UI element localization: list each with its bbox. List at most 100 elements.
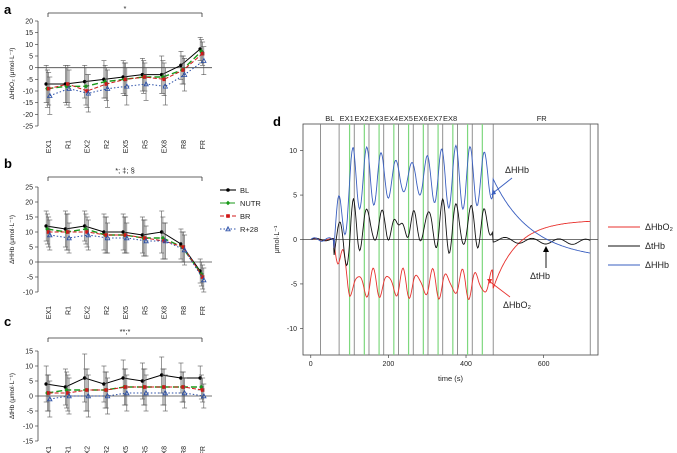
panel-b-point xyxy=(181,246,188,253)
panel-c-point xyxy=(82,376,87,380)
panel-b-point xyxy=(200,276,207,283)
panel-a-significance: * xyxy=(124,4,127,13)
panel-c-point xyxy=(104,392,111,399)
panel-a-ytick-label: -10 xyxy=(23,89,33,96)
panel-c-point xyxy=(44,382,48,386)
panel-d-trace-hhb xyxy=(310,144,591,254)
panel-b-ytick-label: 5 xyxy=(29,245,33,252)
panel-a-category-label: FR xyxy=(200,140,207,149)
panel-a-point xyxy=(143,75,147,79)
panel-c-letter: c xyxy=(4,314,11,329)
panel-b-point xyxy=(85,231,92,238)
panel-d-arrow-hhb xyxy=(492,177,513,194)
panel-b-category-label: R2 xyxy=(104,306,111,315)
legend-d-label: ΔHHb xyxy=(645,260,669,270)
panel-a-point xyxy=(181,68,186,72)
panel-b-point xyxy=(66,234,72,241)
panel-b-ytick-label: -5 xyxy=(27,275,33,282)
panel-a-ytick-label: 5 xyxy=(29,54,33,61)
panel-d-phase-label: EX7 xyxy=(428,114,442,123)
panel-a-point xyxy=(123,77,128,82)
panel-d-arrowhead-hbo2 xyxy=(487,279,492,284)
legend-b-marker xyxy=(226,188,230,192)
panel-c-point xyxy=(85,388,89,392)
panel-a-ytick-label: 15 xyxy=(25,30,33,37)
panel-c-point xyxy=(46,391,51,395)
panel-a-ylabel: ΔHbO₂ (μmol·L⁻¹) xyxy=(9,48,16,100)
panel-b-category-label: R1 xyxy=(65,306,72,315)
panel-c-point xyxy=(143,389,149,396)
panel-d-trace-thb xyxy=(310,197,591,267)
panel-a-point xyxy=(85,90,92,96)
panel-c-ytick-label: -15 xyxy=(23,439,33,446)
panel-d-trace-hbo2 xyxy=(310,220,591,300)
legend-b-marker xyxy=(226,214,230,218)
panel-d-arrow-hbo2 xyxy=(488,280,511,298)
panel-a-point xyxy=(66,85,72,91)
panel-d-xtick-label: 600 xyxy=(538,361,550,368)
panel-d-phase-label: EX8 xyxy=(443,114,457,123)
panel-d-letter: d xyxy=(273,114,281,129)
panel-b-ytick-label: -10 xyxy=(23,290,33,297)
panel-d-phase-label: EX3 xyxy=(369,114,383,123)
panel-d-ytick-label: 10 xyxy=(289,148,297,155)
panel-a-point xyxy=(44,82,48,86)
panel-b-ytick-label: 0 xyxy=(29,260,33,267)
panel-a-category-label: R8 xyxy=(181,140,188,149)
panel-b-point xyxy=(85,230,89,234)
legend-b-marker xyxy=(225,200,231,206)
panel-a-point xyxy=(162,77,166,82)
panel-a-category-label: R2 xyxy=(104,140,111,149)
panel-c-category-label: R2 xyxy=(104,446,111,453)
panel-a-ytick-label: 10 xyxy=(25,42,33,49)
panel-a-ytick-label: -20 xyxy=(23,112,33,119)
panel-d-arrowhead-thb xyxy=(543,246,549,252)
panel-b-point xyxy=(44,224,48,228)
panel-b-ytick-label: 10 xyxy=(25,230,33,237)
panel-c-ytick-label: 15 xyxy=(25,349,33,356)
panel-d-annotation-hhb: ΔHHb xyxy=(505,165,529,175)
panel-b-ytick-label: 25 xyxy=(25,185,33,192)
panel-a-point xyxy=(162,83,169,89)
panel-c-category-label: R1 xyxy=(65,446,72,453)
panel-c-ytick-label: 5 xyxy=(29,379,33,386)
panel-b-point xyxy=(123,233,128,237)
panel-b-point xyxy=(181,245,186,249)
panel-b-letter: b xyxy=(4,156,12,171)
panel-c-category-label: R5 xyxy=(142,446,149,453)
panel-c-point xyxy=(85,392,92,399)
panel-b-point xyxy=(123,234,130,241)
legend-b-label: BR xyxy=(240,212,251,221)
panel-a-point xyxy=(200,51,205,56)
panel-b-category-label: EX5 xyxy=(123,306,130,319)
panel-b-point xyxy=(143,236,147,240)
legend-b-label: R+28 xyxy=(240,225,258,234)
panel-c-significance: **;* xyxy=(120,327,131,336)
panel-b-series-br xyxy=(48,231,204,278)
panel-b-category-label: FR xyxy=(200,306,207,315)
panel-b-category-label: R5 xyxy=(142,306,149,315)
panel-c-ytick-label: -10 xyxy=(23,424,33,431)
panel-a-category-label: EX5 xyxy=(123,140,130,153)
panel-c-ytick-label: 10 xyxy=(25,364,33,371)
panel-d-xlabel: time (s) xyxy=(438,374,464,383)
legend-d-label: ΔtHb xyxy=(645,241,665,251)
panel-d-phase-label: FR xyxy=(537,114,548,123)
panel-c-point xyxy=(123,385,128,389)
panel-d-phase-label: BL xyxy=(325,114,334,123)
panel-c-category-label: EX2 xyxy=(85,446,92,453)
panel-c-point xyxy=(162,385,166,389)
panel-b-ylabel: ΔHHb (μmol·L⁻¹) xyxy=(9,215,16,264)
panel-d-ytick-label: -5 xyxy=(291,281,297,288)
panel-c-category-label: EX1 xyxy=(46,446,53,453)
panel-a-point xyxy=(181,71,188,77)
panel-c-point xyxy=(162,389,169,396)
panel-b-point xyxy=(82,224,87,228)
panel-c-point xyxy=(66,392,72,399)
panel-a-category-label: EX8 xyxy=(162,140,169,153)
panel-c-point xyxy=(200,392,207,399)
panel-c-point xyxy=(46,395,53,402)
panel-b-point xyxy=(121,230,125,234)
panel-b-series-nutr xyxy=(47,228,202,275)
